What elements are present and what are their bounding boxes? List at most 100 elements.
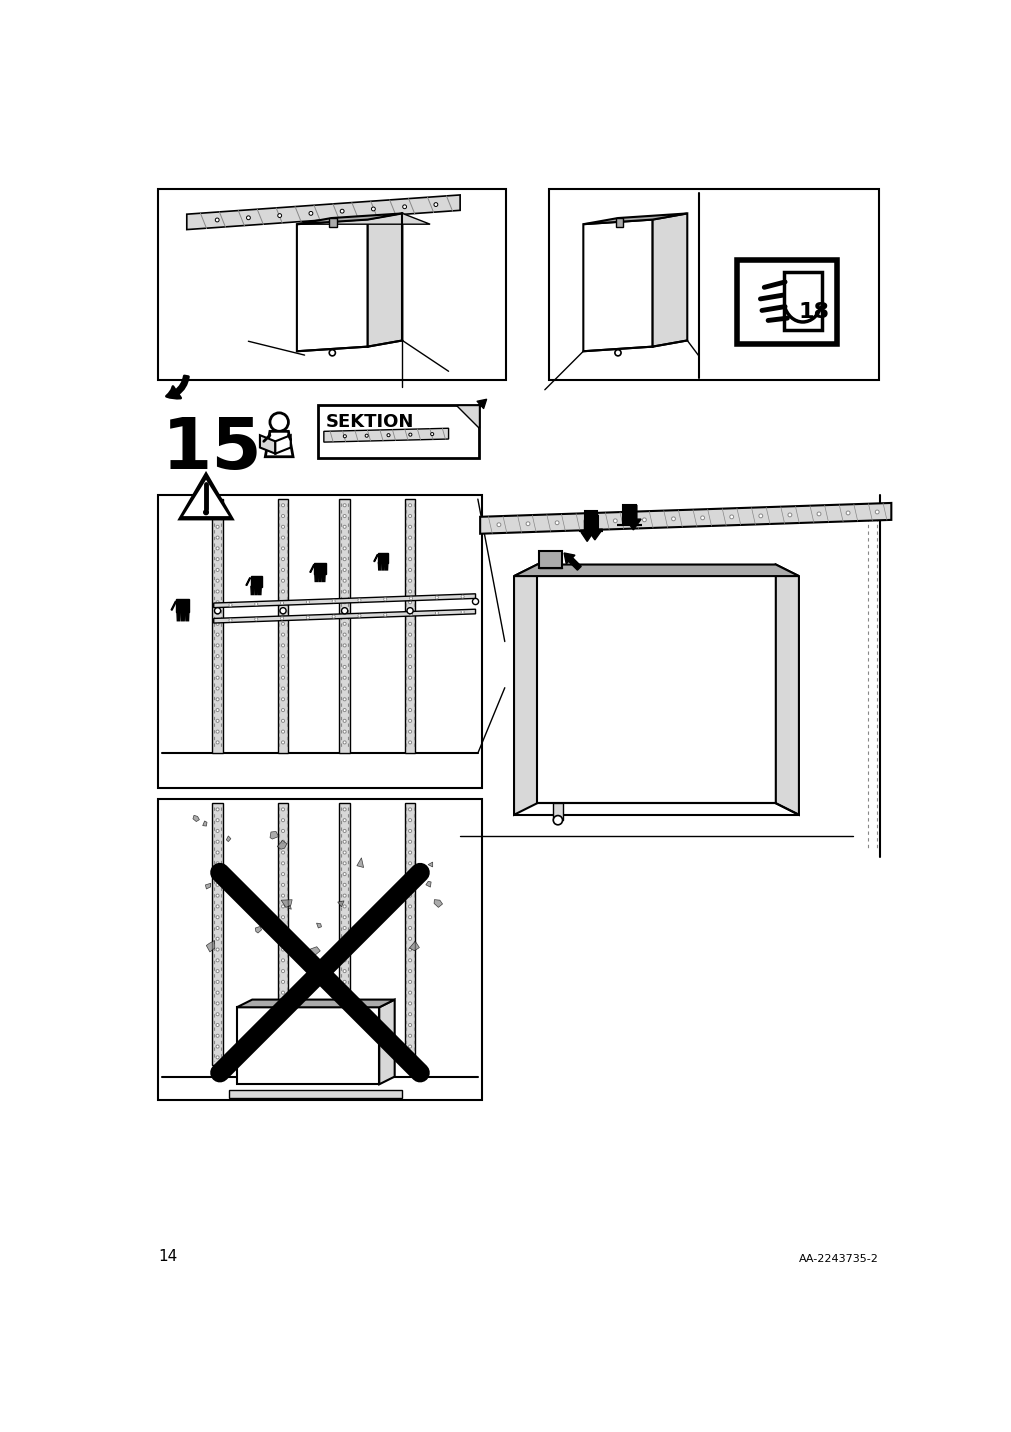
Circle shape: [642, 518, 646, 521]
Circle shape: [408, 601, 411, 604]
Polygon shape: [324, 428, 448, 442]
Circle shape: [409, 613, 412, 616]
Polygon shape: [318, 573, 321, 581]
Polygon shape: [277, 500, 288, 753]
Circle shape: [343, 611, 346, 614]
Circle shape: [215, 872, 219, 875]
Circle shape: [343, 709, 346, 712]
Circle shape: [434, 203, 438, 206]
Circle shape: [408, 851, 411, 853]
Circle shape: [343, 884, 346, 886]
Circle shape: [280, 617, 283, 620]
Polygon shape: [339, 500, 350, 753]
Circle shape: [343, 590, 346, 593]
Circle shape: [215, 819, 219, 822]
Circle shape: [408, 697, 411, 700]
Circle shape: [408, 687, 411, 690]
Bar: [737, 261, 837, 344]
Circle shape: [281, 1002, 284, 1005]
Circle shape: [845, 511, 849, 516]
Circle shape: [383, 613, 386, 616]
Circle shape: [613, 518, 617, 523]
Circle shape: [343, 1024, 346, 1027]
Polygon shape: [316, 924, 321, 928]
Polygon shape: [258, 586, 261, 594]
Circle shape: [408, 676, 411, 679]
Circle shape: [281, 1034, 284, 1037]
Circle shape: [281, 1055, 284, 1058]
Polygon shape: [181, 611, 184, 620]
Circle shape: [215, 697, 219, 700]
Circle shape: [215, 851, 219, 853]
Circle shape: [408, 730, 411, 733]
Circle shape: [343, 969, 346, 972]
Bar: [329, 218, 337, 228]
Circle shape: [281, 948, 284, 951]
Polygon shape: [428, 862, 433, 866]
Circle shape: [215, 644, 219, 647]
Polygon shape: [213, 594, 475, 607]
Circle shape: [409, 597, 412, 600]
Circle shape: [431, 432, 434, 435]
Polygon shape: [213, 609, 475, 623]
Polygon shape: [378, 553, 388, 563]
Circle shape: [281, 740, 284, 745]
Polygon shape: [270, 832, 278, 839]
Circle shape: [332, 616, 335, 619]
Circle shape: [281, 819, 284, 822]
Polygon shape: [310, 947, 319, 955]
Circle shape: [215, 905, 219, 908]
Circle shape: [343, 959, 346, 962]
Polygon shape: [183, 480, 228, 516]
Polygon shape: [578, 511, 603, 531]
Polygon shape: [580, 520, 592, 541]
Circle shape: [343, 948, 346, 951]
Polygon shape: [426, 881, 431, 888]
Polygon shape: [185, 611, 189, 620]
Circle shape: [343, 730, 346, 733]
Polygon shape: [228, 1090, 402, 1098]
Polygon shape: [171, 601, 176, 610]
Polygon shape: [237, 1000, 394, 1007]
Circle shape: [281, 872, 284, 875]
Circle shape: [583, 520, 587, 524]
Circle shape: [343, 504, 346, 507]
Circle shape: [281, 991, 284, 994]
Circle shape: [277, 213, 281, 218]
Circle shape: [215, 927, 219, 929]
Circle shape: [343, 1002, 346, 1005]
Circle shape: [408, 526, 411, 528]
Polygon shape: [434, 899, 442, 908]
Circle shape: [343, 915, 346, 919]
Polygon shape: [404, 803, 416, 1065]
Circle shape: [343, 841, 346, 843]
Circle shape: [215, 948, 219, 951]
Polygon shape: [255, 927, 262, 934]
Circle shape: [343, 579, 346, 583]
Circle shape: [875, 510, 879, 514]
Polygon shape: [404, 500, 416, 753]
Polygon shape: [652, 213, 686, 347]
Circle shape: [215, 1045, 219, 1048]
Circle shape: [408, 579, 411, 583]
Circle shape: [281, 569, 284, 571]
Circle shape: [526, 521, 530, 526]
Circle shape: [406, 607, 412, 614]
Circle shape: [435, 611, 438, 614]
Polygon shape: [205, 884, 210, 889]
Circle shape: [281, 841, 284, 843]
Circle shape: [408, 894, 411, 898]
Circle shape: [343, 547, 346, 550]
Circle shape: [281, 504, 284, 507]
Circle shape: [215, 557, 219, 561]
Circle shape: [281, 654, 284, 657]
Bar: [317, 405, 479, 457]
Circle shape: [343, 1045, 346, 1048]
Circle shape: [408, 504, 411, 507]
Polygon shape: [582, 219, 652, 351]
Circle shape: [215, 514, 219, 517]
Circle shape: [365, 434, 368, 437]
FancyArrowPatch shape: [474, 400, 486, 411]
Circle shape: [281, 623, 284, 626]
Circle shape: [308, 212, 312, 215]
